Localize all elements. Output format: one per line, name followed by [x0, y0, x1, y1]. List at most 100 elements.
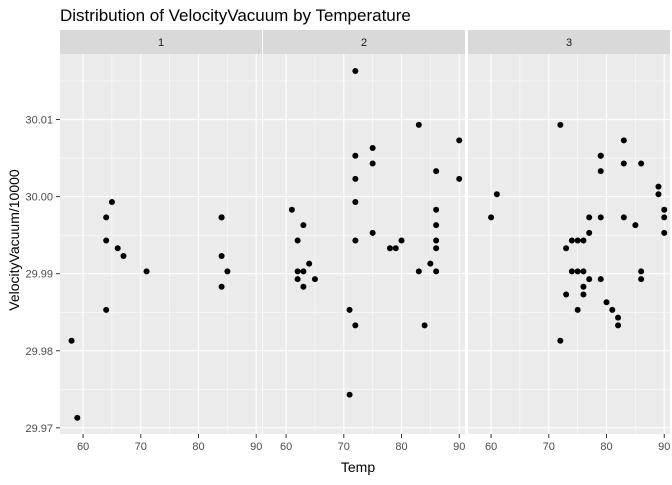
data-point — [597, 276, 604, 283]
data-point — [300, 222, 307, 229]
data-point — [620, 160, 627, 167]
data-point — [103, 214, 110, 221]
data-point — [103, 237, 110, 244]
data-point — [568, 268, 575, 275]
data-point — [352, 152, 359, 159]
data-point — [580, 237, 587, 244]
y-tick-label: 30.00 — [25, 192, 53, 204]
data-point — [557, 337, 564, 344]
data-point — [294, 268, 301, 275]
data-point — [218, 283, 225, 290]
data-point — [120, 252, 127, 259]
facet-panel-3: 3 60 70 80 90 — [468, 30, 670, 453]
data-point — [306, 260, 313, 267]
data-point — [638, 276, 645, 283]
data-point — [433, 222, 440, 229]
data-point — [346, 306, 353, 313]
x-axis-title: Temp — [341, 459, 375, 475]
facet-strip-label: 1 — [158, 37, 164, 49]
data-point — [597, 152, 604, 159]
data-point — [369, 160, 376, 167]
data-point — [108, 198, 115, 205]
x-tick-label: 80 — [395, 441, 407, 453]
data-point — [655, 191, 662, 198]
data-point — [638, 268, 645, 275]
x-tick-label: 90 — [658, 441, 670, 453]
data-point — [433, 168, 440, 175]
x-tick-label: 70 — [135, 441, 147, 453]
y-tick-label: 30.01 — [25, 115, 53, 127]
x-tick-label: 60 — [280, 441, 292, 453]
panel-background — [263, 54, 465, 434]
facet-strip — [60, 30, 262, 54]
data-point — [421, 322, 428, 329]
facet-strip — [263, 30, 465, 54]
data-point — [218, 252, 225, 259]
data-point — [586, 229, 593, 236]
data-point — [632, 222, 639, 229]
data-point — [143, 268, 150, 275]
data-point — [300, 268, 307, 275]
data-point — [294, 276, 301, 283]
data-point — [300, 283, 307, 290]
facet-panel-2: 2 60 70 80 90 — [263, 30, 465, 453]
data-point — [433, 206, 440, 213]
data-point — [224, 268, 231, 275]
facet-strip-label: 3 — [566, 37, 572, 49]
data-point — [563, 291, 570, 298]
x-tick-label: 60 — [77, 441, 89, 453]
data-point — [661, 206, 668, 213]
data-point — [615, 322, 622, 329]
data-point — [433, 245, 440, 252]
facet-strip-label: 2 — [361, 37, 367, 49]
data-point — [415, 121, 422, 128]
data-point — [661, 229, 668, 236]
data-point — [580, 291, 587, 298]
data-point — [433, 268, 440, 275]
data-point — [574, 306, 581, 313]
data-point — [369, 145, 376, 152]
data-point — [369, 229, 376, 236]
data-point — [392, 245, 399, 252]
data-point — [488, 214, 495, 221]
data-point — [620, 214, 627, 221]
y-axis-title: VelocityVacuum/10000 — [6, 169, 22, 311]
data-point — [615, 314, 622, 321]
data-point — [638, 160, 645, 167]
y-tick-label: 29.97 — [25, 423, 53, 435]
data-point — [433, 237, 440, 244]
data-point — [114, 245, 121, 252]
data-point — [352, 237, 359, 244]
data-point — [597, 168, 604, 175]
data-point — [346, 391, 353, 398]
data-point — [386, 245, 393, 252]
x-tick-label: 60 — [485, 441, 497, 453]
data-point — [609, 306, 616, 313]
data-point — [456, 175, 463, 182]
x-tick-label: 90 — [250, 441, 262, 453]
x-tick-label: 90 — [453, 441, 465, 453]
y-tick-label: 29.99 — [25, 269, 53, 281]
data-point — [580, 268, 587, 275]
facet-strip — [468, 30, 670, 54]
data-point — [294, 237, 301, 244]
data-point — [68, 337, 75, 344]
y-tick-label: 29.98 — [25, 346, 53, 358]
panel-background — [468, 54, 670, 434]
data-point — [586, 276, 593, 283]
panel-background — [60, 54, 262, 434]
facet-panel-1: 1 60 70 80 90 — [60, 30, 262, 453]
data-point — [586, 214, 593, 221]
data-point — [597, 214, 604, 221]
data-point — [456, 137, 463, 144]
x-tick-label: 80 — [192, 441, 204, 453]
data-point — [352, 322, 359, 329]
data-point — [74, 414, 81, 421]
data-point — [288, 206, 295, 213]
data-point — [398, 237, 405, 244]
data-point — [103, 306, 110, 313]
data-point — [352, 198, 359, 205]
data-point — [218, 214, 225, 221]
data-point — [415, 268, 422, 275]
